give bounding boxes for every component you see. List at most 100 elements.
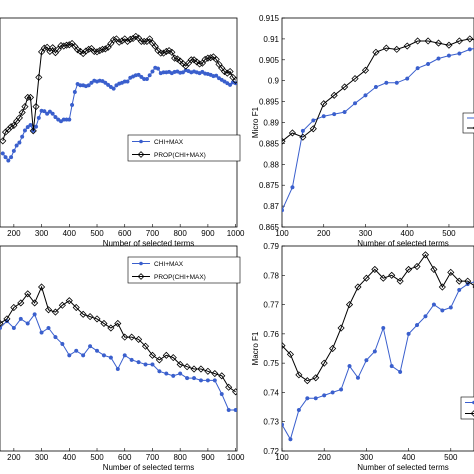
data-point bbox=[11, 325, 16, 331]
data-point bbox=[106, 82, 111, 87]
y-tick-label: 0.73 bbox=[263, 418, 279, 427]
data-point bbox=[371, 265, 379, 273]
x-tick-label: 300 bbox=[35, 453, 49, 462]
legend bbox=[460, 396, 474, 420]
data-point bbox=[330, 390, 335, 395]
x-tick-label: 400 bbox=[63, 229, 77, 238]
data-point bbox=[10, 121, 18, 129]
data-point bbox=[207, 54, 215, 62]
data-point bbox=[20, 134, 25, 139]
data-point bbox=[36, 115, 41, 120]
legend-label: CHI+MAX bbox=[154, 261, 184, 268]
data-point bbox=[312, 374, 320, 382]
data-point bbox=[455, 277, 463, 285]
y-tick-label: 0.78 bbox=[263, 271, 279, 280]
data-point bbox=[0, 137, 7, 145]
data-point bbox=[180, 70, 185, 75]
data-point bbox=[299, 133, 307, 141]
data-point bbox=[60, 42, 68, 50]
x-tick-label: 600 bbox=[118, 229, 132, 238]
data-point bbox=[108, 355, 113, 360]
chart-1: 200 300 400 500 600 700 800 900 1000 Number of se… bbox=[0, 17, 245, 248]
plot-area bbox=[281, 245, 474, 452]
data-point bbox=[413, 262, 421, 271]
data-point bbox=[60, 341, 65, 346]
legend-label: PROP(CHI+MAX) bbox=[154, 152, 206, 159]
y-tick-label: 0.79 bbox=[263, 242, 279, 251]
x-tick-label: 200 bbox=[7, 453, 21, 462]
data-point bbox=[32, 103, 40, 111]
data-point bbox=[457, 51, 462, 56]
data-point bbox=[74, 348, 79, 353]
x-tick-label: 300 bbox=[360, 453, 374, 462]
data-point bbox=[28, 122, 33, 128]
data-point bbox=[103, 80, 108, 85]
data-point bbox=[393, 45, 401, 53]
data-point bbox=[129, 34, 137, 43]
data-point bbox=[398, 369, 403, 374]
data-point bbox=[223, 69, 231, 77]
x-tick-label: 700 bbox=[146, 229, 160, 238]
data-point bbox=[322, 393, 327, 398]
data-point bbox=[151, 42, 159, 50]
y-tick-label: 0.89 bbox=[263, 119, 279, 128]
data-point bbox=[70, 102, 75, 107]
data-point bbox=[282, 342, 286, 350]
data-point bbox=[403, 42, 411, 50]
data-point bbox=[150, 362, 155, 367]
data-point bbox=[332, 112, 337, 117]
legend-box bbox=[460, 396, 474, 420]
data-point bbox=[155, 66, 161, 71]
series-group bbox=[0, 283, 237, 413]
data-point bbox=[100, 319, 108, 328]
data-point bbox=[440, 308, 445, 313]
x-axis-label: Number of selected terms bbox=[357, 463, 449, 472]
data-point bbox=[76, 47, 84, 56]
data-point bbox=[337, 324, 345, 332]
data-point bbox=[212, 55, 220, 63]
x-tick-label: 200 bbox=[318, 453, 332, 462]
data-point bbox=[282, 422, 285, 427]
data-point bbox=[162, 351, 170, 359]
data-point bbox=[373, 84, 378, 90]
data-point bbox=[65, 297, 73, 305]
data-point bbox=[15, 114, 23, 122]
data-point bbox=[40, 44, 48, 52]
data-point bbox=[123, 37, 132, 45]
x-tick-label: 700 bbox=[146, 453, 160, 462]
series-line-1 bbox=[0, 313, 236, 411]
series-line-2 bbox=[282, 253, 474, 382]
data-point bbox=[159, 49, 168, 57]
data-point bbox=[72, 303, 80, 312]
data-point bbox=[382, 44, 390, 52]
data-point bbox=[147, 73, 152, 78]
data-point bbox=[121, 333, 129, 341]
data-point bbox=[212, 378, 217, 383]
data-point bbox=[379, 274, 387, 282]
legend-marker bbox=[137, 151, 145, 158]
data-point bbox=[118, 37, 126, 45]
x-tick-label: 400 bbox=[63, 453, 77, 462]
data-point bbox=[436, 56, 441, 61]
data-point bbox=[22, 128, 27, 133]
data-point bbox=[415, 66, 420, 71]
data-point bbox=[414, 37, 422, 45]
data-point bbox=[341, 83, 349, 91]
data-point bbox=[434, 39, 443, 47]
y-tick-label: 0.895 bbox=[259, 98, 280, 107]
data-point bbox=[45, 111, 50, 116]
data-point bbox=[226, 67, 234, 76]
y-tick-label: 0.88 bbox=[263, 160, 279, 169]
plot-area bbox=[0, 17, 238, 228]
data-point bbox=[303, 377, 311, 385]
data-point bbox=[296, 407, 301, 413]
x-tick-label: 500 bbox=[90, 453, 104, 462]
data-point bbox=[6, 158, 11, 163]
data-point bbox=[218, 372, 226, 380]
data-point bbox=[347, 364, 352, 369]
legend bbox=[462, 112, 474, 134]
data-point bbox=[226, 407, 231, 413]
data-point bbox=[136, 72, 141, 77]
data-point bbox=[53, 115, 58, 120]
data-point bbox=[364, 358, 369, 363]
